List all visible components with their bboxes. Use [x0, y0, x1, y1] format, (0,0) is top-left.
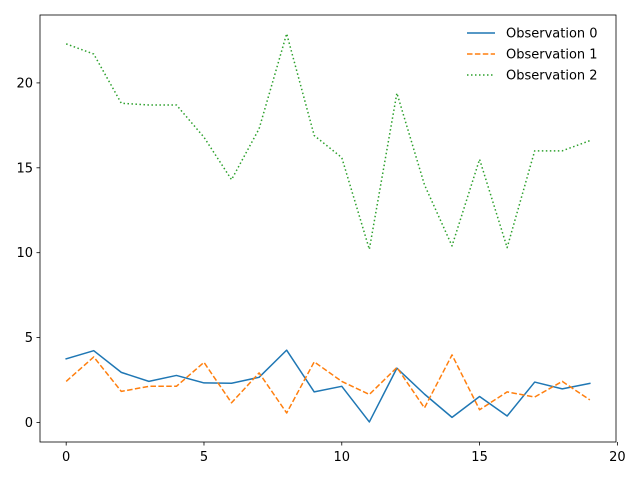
x-tick-label: 15	[471, 450, 488, 465]
series-layer	[65, 32, 591, 423]
x-tick-label: 5	[200, 450, 208, 465]
plot-background	[40, 15, 616, 442]
x-tick-label: 0	[62, 450, 70, 465]
y-tick-label: 20	[16, 76, 33, 91]
plot-area	[40, 15, 616, 442]
x-tick-label: 20	[609, 450, 626, 465]
x-tick-label: 10	[334, 450, 351, 465]
axes-frame	[39, 14, 617, 443]
y-tick-label: 0	[25, 416, 33, 431]
axes-layer: 0 5 10 15 20 0 5 10 15 20	[16, 14, 626, 465]
legend-label-2: Observation 2	[506, 69, 598, 84]
series-line-0	[65, 349, 591, 423]
y-tick-label: 10	[16, 246, 33, 261]
y-tick-label: 15	[16, 161, 33, 176]
legend: Observation 0 Observation 1 Observation 2	[467, 27, 598, 84]
series-line-2	[65, 32, 591, 251]
legend-label-0: Observation 0	[506, 27, 598, 42]
series-line-1	[65, 354, 591, 414]
legend-label-1: Observation 1	[506, 48, 598, 63]
y-tick-label: 5	[25, 331, 33, 346]
